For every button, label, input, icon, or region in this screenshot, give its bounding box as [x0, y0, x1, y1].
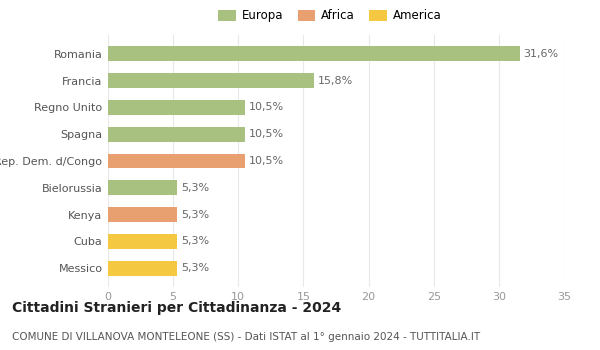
Text: 5,3%: 5,3%: [181, 263, 209, 273]
Text: 15,8%: 15,8%: [318, 76, 353, 86]
Text: 10,5%: 10,5%: [249, 103, 284, 112]
Bar: [108, 100, 245, 115]
Text: 5,3%: 5,3%: [181, 210, 209, 219]
Bar: [108, 234, 177, 249]
Text: 10,5%: 10,5%: [249, 129, 284, 139]
Bar: [108, 181, 177, 195]
Text: 5,3%: 5,3%: [181, 183, 209, 193]
Bar: [108, 207, 177, 222]
Legend: Europa, Africa, America: Europa, Africa, America: [218, 9, 442, 22]
Text: 31,6%: 31,6%: [524, 49, 559, 59]
Text: Cittadini Stranieri per Cittadinanza - 2024: Cittadini Stranieri per Cittadinanza - 2…: [12, 301, 341, 315]
Bar: [108, 127, 245, 141]
Bar: [108, 261, 177, 275]
Bar: [108, 154, 245, 168]
Text: 5,3%: 5,3%: [181, 236, 209, 246]
Text: 10,5%: 10,5%: [249, 156, 284, 166]
Bar: [108, 47, 520, 61]
Text: COMUNE DI VILLANOVA MONTELEONE (SS) - Dati ISTAT al 1° gennaio 2024 - TUTTITALIA: COMUNE DI VILLANOVA MONTELEONE (SS) - Da…: [12, 332, 480, 343]
Bar: [108, 73, 314, 88]
